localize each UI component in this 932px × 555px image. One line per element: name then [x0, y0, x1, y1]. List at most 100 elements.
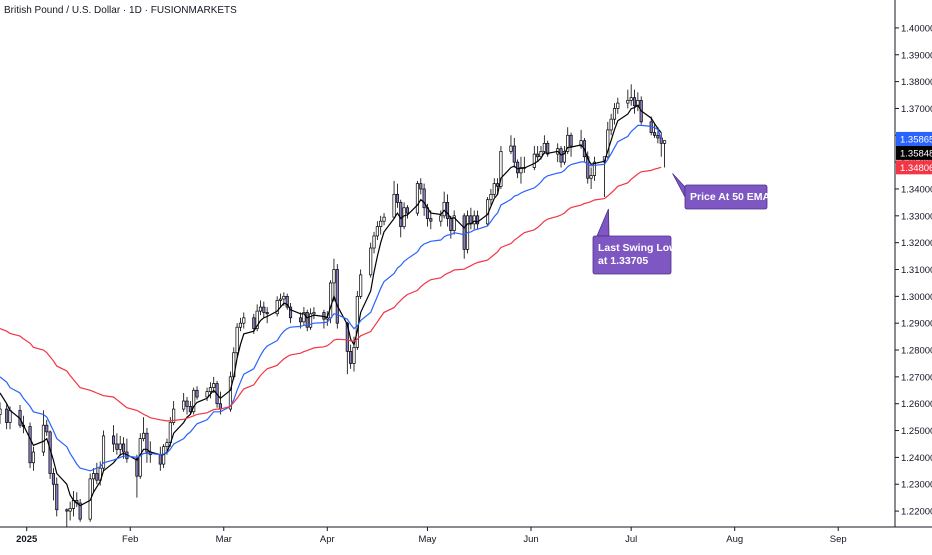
candle-body	[419, 183, 423, 190]
time-tick-label: Sep	[830, 534, 847, 545]
candle-body	[352, 346, 356, 364]
candle	[75, 492, 79, 508]
time-tick-label: Apr	[320, 534, 335, 545]
candle-body	[68, 508, 72, 512]
candle-body	[122, 443, 126, 453]
candle	[369, 242, 373, 278]
candle	[522, 156, 526, 173]
candle-body	[579, 140, 583, 147]
candle	[145, 427, 149, 463]
time-tick-label: Mar	[216, 534, 232, 545]
price-tick-label: 1.29000	[901, 319, 932, 330]
candle-body	[101, 435, 106, 469]
candle-body	[282, 295, 286, 300]
candle	[375, 221, 379, 240]
price-axis-bg	[895, 0, 932, 550]
candle	[142, 417, 146, 442]
candle	[519, 156, 523, 184]
candle-body	[379, 220, 383, 227]
candles-layer	[0, 84, 667, 538]
candle-body	[422, 188, 426, 209]
candle	[208, 382, 212, 399]
candle	[559, 146, 563, 168]
candle-body	[512, 145, 516, 163]
candle	[626, 89, 630, 109]
candle	[172, 401, 176, 426]
price-tick-label: 1.33000	[901, 211, 932, 222]
candle	[185, 396, 189, 415]
callout-text: at 1.33705	[598, 255, 648, 267]
candle-body	[509, 145, 513, 152]
candle	[0, 402, 2, 424]
candle-body	[519, 167, 523, 174]
candle-body	[188, 406, 192, 413]
candle	[476, 210, 480, 230]
price-tag-label: 1.34806	[900, 163, 932, 174]
candle	[632, 89, 637, 114]
price-tag: 1.35865	[896, 131, 932, 146]
candle	[492, 178, 496, 198]
candle-body	[372, 235, 376, 249]
candle-body	[45, 424, 49, 433]
candle	[566, 127, 570, 155]
candle-body	[499, 151, 503, 187]
price-tick-label: 1.28000	[901, 346, 932, 357]
candle-body	[91, 473, 96, 480]
candle-body	[145, 432, 149, 453]
price-tag: 1.34806	[896, 160, 932, 175]
candle-body	[476, 215, 480, 225]
candle-body	[255, 310, 259, 329]
candle	[542, 135, 546, 155]
callout-50-ema[interactable]: Price At 50 EMA	[672, 173, 771, 210]
candle	[422, 183, 426, 216]
candle-body	[65, 509, 69, 512]
candle	[192, 387, 196, 415]
callout-text: Price At 50 EMA	[690, 191, 771, 203]
callout-text: Last Swing Low	[598, 242, 678, 254]
candle-body	[312, 312, 316, 315]
candle	[469, 207, 473, 230]
candle-body	[562, 151, 566, 163]
candle-body	[592, 161, 596, 176]
candle-body	[325, 317, 329, 320]
candle	[262, 301, 266, 318]
candle-body	[445, 202, 450, 219]
candle-body	[135, 458, 139, 477]
price-tag-bg	[896, 131, 932, 146]
price-tick-label: 1.38000	[901, 77, 932, 88]
candle-body	[55, 483, 59, 511]
candle	[499, 146, 503, 189]
candle	[489, 188, 493, 206]
time-axis[interactable]: 2025 Feb Mar Apr May Jun Jul Aug Sep	[0, 526, 932, 550]
candle	[606, 121, 610, 160]
candle-body	[606, 129, 610, 158]
candle	[612, 103, 617, 125]
candle	[395, 183, 399, 208]
candle-body	[95, 473, 99, 481]
candle	[48, 430, 52, 479]
candle	[663, 140, 667, 168]
candle-body	[41, 424, 45, 453]
time-tick-label: May	[418, 534, 436, 545]
candle	[51, 468, 55, 501]
candle	[278, 293, 283, 308]
price-axis[interactable]: 1.400001.390001.380001.370001.360001.350…	[894, 0, 932, 550]
candle	[158, 446, 162, 471]
candle	[68, 501, 72, 521]
candle-body	[242, 317, 246, 324]
candle-body	[612, 108, 617, 120]
candle-body	[626, 100, 630, 104]
price-tick-label: 1.39000	[901, 50, 932, 61]
time-tick-label: 2025	[16, 534, 38, 545]
candle	[392, 180, 396, 219]
candle	[636, 92, 640, 112]
candle	[111, 425, 116, 453]
time-tick-label: Jun	[523, 534, 538, 545]
candle-body	[663, 140, 667, 144]
candle-body	[329, 282, 333, 319]
candle	[355, 290, 359, 351]
candle-body	[335, 269, 339, 324]
